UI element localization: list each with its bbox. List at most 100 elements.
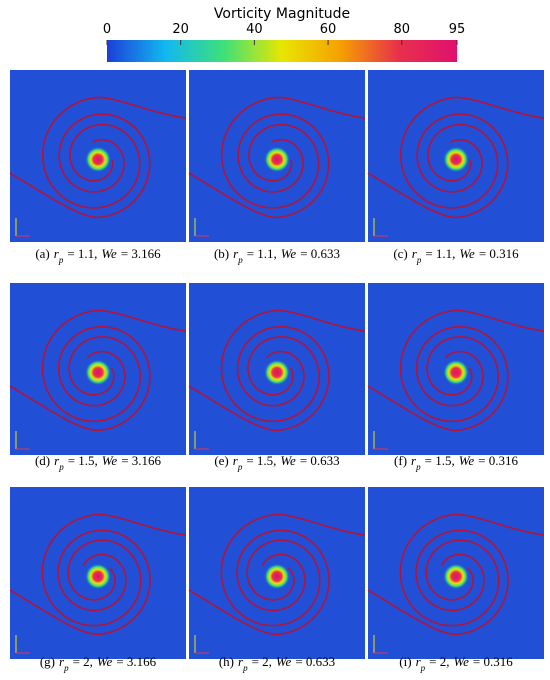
caption-part: = 3.166 [116, 654, 156, 669]
interface-curve [220, 96, 366, 209]
interface-curve [41, 309, 187, 423]
panel-caption: (i) rp = 2, We = 0.316 [399, 654, 513, 673]
caption-part: = 1.1, [425, 246, 455, 261]
caption-part: p [58, 462, 64, 472]
caption-part: = 0.633 [295, 654, 335, 669]
panel-caption: (a) rp = 1.1, We = 3.166 [35, 246, 161, 265]
colorbar-tick-label: 80 [393, 22, 410, 37]
colorbar-tick-label: 60 [320, 22, 337, 37]
panel-caption: (d) rp = 1.5, We = 3.166 [35, 453, 162, 472]
vortex-core [85, 359, 111, 386]
caption-part: r [54, 453, 60, 468]
caption-part: r [233, 246, 239, 261]
vortex-core [443, 359, 469, 386]
caption-part: We [281, 246, 297, 261]
caption-part: = 0.316 [473, 654, 513, 669]
interface-curve [220, 309, 366, 423]
vortex-core [443, 563, 469, 590]
interface-curve [41, 513, 187, 627]
caption-part: We [453, 654, 469, 669]
colorbar-tick-label: 0 [103, 22, 111, 37]
panel-caption: (b) rp = 1.1, We = 0.633 [214, 246, 340, 265]
caption-part: p [416, 255, 422, 265]
caption-part: = 2, [73, 654, 93, 669]
caption-part: p [63, 663, 69, 673]
panel [188, 487, 366, 659]
caption-part: p [242, 663, 248, 673]
vortex-core [264, 146, 290, 173]
interface-curve [220, 513, 366, 627]
vortex-core [85, 146, 111, 173]
colorbar-tick-label: 95 [449, 22, 466, 37]
caption-part: p [415, 462, 421, 472]
caption-part: r [411, 453, 417, 468]
caption-part: = 1.1, [67, 246, 97, 261]
caption-part: r [233, 453, 239, 468]
caption-part: We [97, 654, 113, 669]
caption-part: = 1.5, [246, 453, 276, 468]
vortex-core [85, 563, 111, 590]
caption-part: (d) [35, 453, 50, 468]
colorbar-tick-label: 20 [172, 22, 189, 37]
caption-part: p [237, 255, 243, 265]
caption-part: r [412, 246, 418, 261]
caption-part: p [420, 663, 426, 673]
caption-part: (h) [219, 654, 234, 669]
caption-part: = 0.316 [478, 453, 518, 468]
interface-curve [399, 513, 545, 627]
interface-curve [399, 309, 545, 423]
caption-part: We [101, 246, 117, 261]
caption-part: We [280, 453, 296, 468]
caption-part: r [54, 246, 60, 261]
caption-part: (g) [40, 654, 55, 669]
panel [188, 70, 366, 242]
caption-part: = 1.5, [425, 453, 455, 468]
interface-curve [188, 326, 330, 432]
interface-curve [9, 529, 151, 636]
vortex-core [264, 359, 290, 386]
interface-curve [188, 529, 330, 636]
caption-part: r [238, 654, 244, 669]
panel [367, 283, 545, 455]
caption-part: = 2, [252, 654, 272, 669]
interface-curve [367, 326, 509, 432]
colorbar [107, 40, 457, 62]
caption-part: p [237, 462, 243, 472]
interface-curve [367, 529, 509, 636]
colorbar-tick-label: 40 [246, 22, 263, 37]
interface-curve [367, 113, 509, 219]
caption-part: (e) [214, 453, 228, 468]
panel-caption: (c) rp = 1.1, We = 0.316 [393, 246, 519, 265]
caption-part: = 3.166 [121, 246, 161, 261]
caption-part: r [416, 654, 422, 669]
caption-part: = 0.633 [300, 453, 340, 468]
panel [367, 70, 545, 242]
interface-curve [9, 113, 151, 219]
caption-part: = 0.633 [300, 246, 340, 261]
caption-part: We [459, 246, 475, 261]
caption-part: We [276, 654, 292, 669]
interface-curve [188, 113, 330, 219]
panel-caption: (e) rp = 1.5, We = 0.633 [214, 453, 339, 472]
caption-part: r [59, 654, 65, 669]
interface-curve [9, 326, 151, 432]
panel-caption: (h) rp = 2, We = 0.633 [219, 654, 335, 673]
panel [367, 487, 545, 659]
caption-part: p [58, 255, 64, 265]
caption-part: (i) [399, 654, 411, 669]
panel [9, 283, 187, 455]
vortex-core [264, 563, 290, 590]
interface-curve [399, 96, 545, 209]
caption-part: We [459, 453, 475, 468]
panel [188, 283, 366, 455]
caption-part: (f) [394, 453, 407, 468]
caption-part: = 1.5, [68, 453, 98, 468]
caption-part: = 0.316 [479, 246, 519, 261]
interface-curve [41, 96, 187, 209]
caption-part: (a) [35, 246, 49, 261]
caption-part: (b) [214, 246, 229, 261]
caption-part: (c) [393, 246, 407, 261]
panel [9, 487, 187, 659]
caption-part: = 2, [429, 654, 449, 669]
caption-part: = 1.1, [247, 246, 277, 261]
